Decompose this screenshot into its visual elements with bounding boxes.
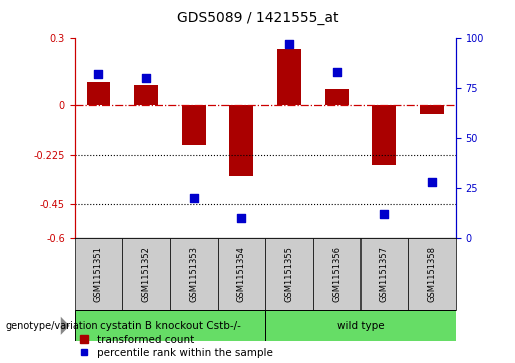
Bar — [170, 238, 217, 310]
Text: GSM1151354: GSM1151354 — [237, 246, 246, 302]
Bar — [360, 238, 408, 310]
Bar — [75, 238, 123, 310]
Text: GSM1151352: GSM1151352 — [142, 246, 150, 302]
Point — [142, 75, 150, 81]
Text: wild type: wild type — [337, 321, 384, 331]
Point — [190, 195, 198, 201]
Bar — [182, 105, 205, 144]
Text: GSM1151358: GSM1151358 — [427, 246, 436, 302]
Point — [285, 41, 293, 47]
Point — [380, 211, 388, 217]
Bar — [265, 238, 313, 310]
Bar — [313, 238, 360, 310]
Bar — [217, 238, 265, 310]
Point — [237, 215, 246, 221]
Text: GSM1151353: GSM1151353 — [190, 246, 198, 302]
Text: GSM1151355: GSM1151355 — [285, 246, 294, 302]
Bar — [265, 310, 456, 341]
Bar — [325, 89, 349, 105]
Bar — [75, 310, 265, 341]
Text: GSM1151351: GSM1151351 — [94, 246, 103, 302]
Bar — [277, 49, 301, 105]
Text: GSM1151356: GSM1151356 — [332, 246, 341, 302]
Bar — [372, 105, 396, 164]
Legend: transformed count, percentile rank within the sample: transformed count, percentile rank withi… — [80, 335, 272, 358]
Text: GDS5089 / 1421555_at: GDS5089 / 1421555_at — [177, 11, 338, 25]
Text: genotype/variation: genotype/variation — [5, 321, 98, 331]
Point — [94, 71, 102, 77]
Point — [333, 69, 341, 75]
Polygon shape — [61, 317, 70, 335]
Bar — [420, 105, 444, 114]
Bar — [87, 82, 110, 105]
Text: cystatin B knockout Cstb-/-: cystatin B knockout Cstb-/- — [99, 321, 241, 331]
Point — [428, 179, 436, 185]
Bar — [230, 105, 253, 176]
Bar — [123, 238, 170, 310]
Bar — [408, 238, 456, 310]
Text: GSM1151357: GSM1151357 — [380, 246, 389, 302]
Bar — [134, 85, 158, 105]
